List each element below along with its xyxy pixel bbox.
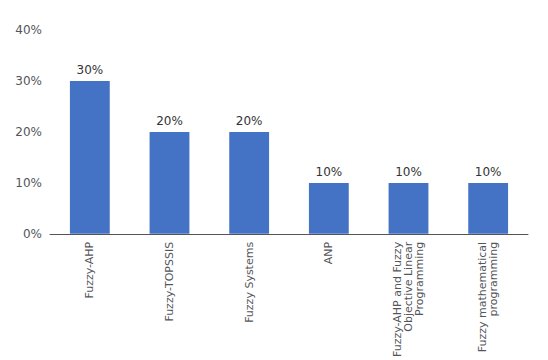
svg-text:40%: 40%: [15, 23, 42, 37]
svg-text:30%: 30%: [76, 63, 103, 77]
svg-text:Fuzzy-TOPSSIS: Fuzzy-TOPSSIS: [163, 242, 176, 322]
svg-text:Fuzzy Systems: Fuzzy Systems: [243, 242, 256, 323]
svg-text:Fuzzy mathematical: Fuzzy mathematical: [476, 241, 490, 353]
svg-text:20%: 20%: [156, 114, 183, 128]
svg-text:10%: 10%: [15, 176, 42, 190]
svg-text:Fuzzy-AHP and Fuzzy: Fuzzy-AHP and Fuzzy: [391, 241, 404, 357]
svg-text:0%: 0%: [23, 227, 42, 241]
svg-text:programming: programming: [487, 242, 500, 317]
svg-text:10%: 10%: [315, 165, 342, 179]
svg-text:Fuzzy-AHP: Fuzzy-AHP: [83, 241, 96, 298]
svg-text:10%: 10%: [475, 165, 502, 179]
svg-text:Programming: Programming: [413, 242, 426, 316]
svg-text:ANP: ANP: [322, 241, 335, 264]
svg-text:30%: 30%: [15, 74, 42, 88]
svg-text:Objective Linear: Objective Linear: [402, 241, 415, 332]
svg-text:20%: 20%: [15, 125, 42, 139]
svg-text:10%: 10%: [395, 165, 422, 179]
svg-text:20%: 20%: [236, 114, 263, 128]
